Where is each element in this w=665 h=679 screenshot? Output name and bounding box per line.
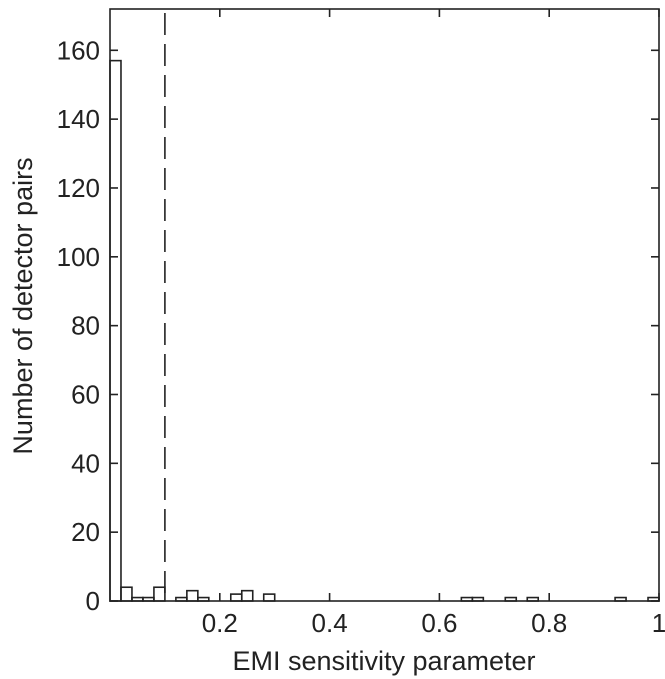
histogram-bar <box>120 586 133 602</box>
y-tick-label: 60 <box>71 379 100 409</box>
y-tick-label: 120 <box>57 173 100 203</box>
y-tick-label: 140 <box>57 104 100 134</box>
y-tick-label: 160 <box>57 35 100 65</box>
y-tick-label: 40 <box>71 448 100 478</box>
y-tick-label: 100 <box>57 242 100 272</box>
x-axis-title: EMI sensitivity parameter <box>232 646 535 676</box>
y-tick-label: 20 <box>71 517 100 547</box>
x-tick-label: 0.4 <box>312 608 348 638</box>
y-axis-title: Number of detector pairs <box>8 157 38 454</box>
plot-axes <box>109 8 660 602</box>
x-tick-label: 1 <box>652 608 665 638</box>
y-axis-ticks: 0 20 40 60 80 100 120 140 160 <box>57 35 659 616</box>
plot-frame <box>109 8 660 602</box>
histogram-bar <box>153 586 166 602</box>
x-axis-ticks: 0.2 0.4 0.6 0.8 1 <box>202 9 665 638</box>
y-tick-label: 0 <box>86 586 100 616</box>
x-tick-label: 0.6 <box>421 608 457 638</box>
histogram-bar <box>186 589 199 602</box>
histogram-bars <box>109 59 660 602</box>
histogram-bar <box>262 593 276 602</box>
histogram-bar <box>109 59 122 602</box>
x-tick-label: 0.8 <box>531 608 567 638</box>
x-tick-label: 0.2 <box>202 608 238 638</box>
y-tick-label: 80 <box>71 311 100 341</box>
histogram-bar <box>229 593 243 602</box>
histogram-bar <box>240 589 254 602</box>
